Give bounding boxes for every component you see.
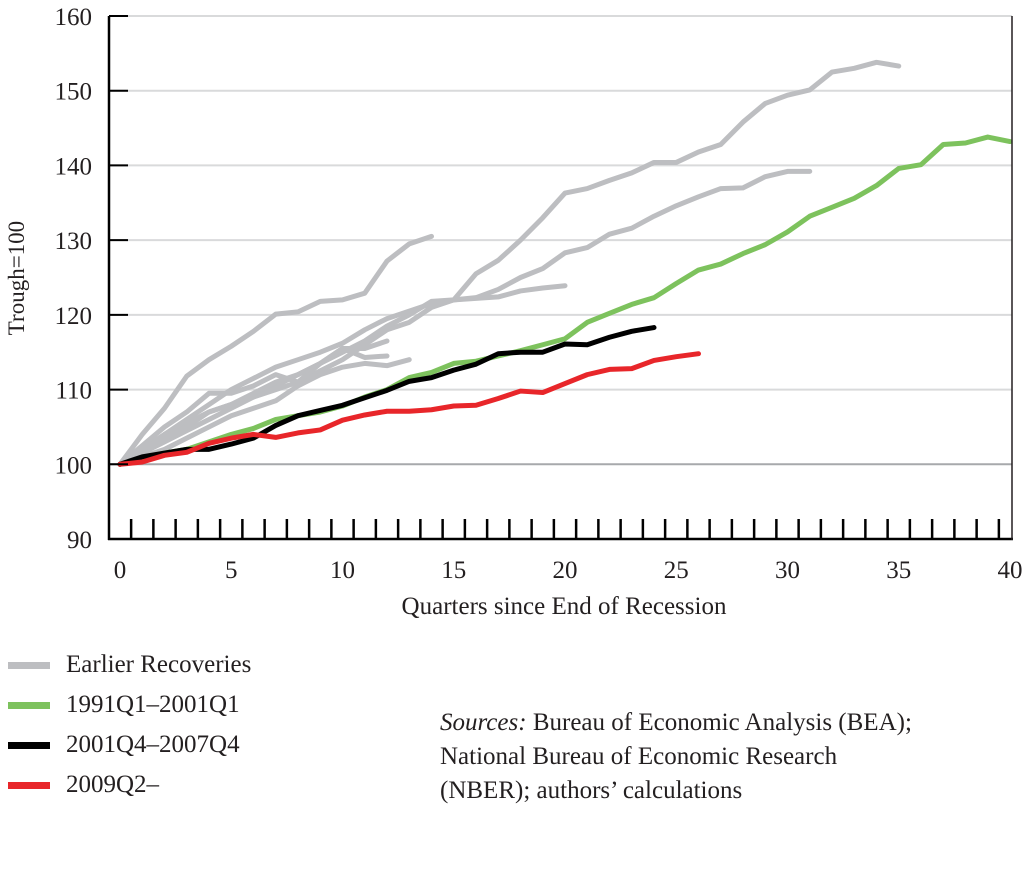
x-tick-label: 5 <box>225 557 238 584</box>
x-tick-label: 30 <box>775 557 800 584</box>
legend-label: 1991Q1–2001Q1 <box>66 691 240 718</box>
series-line-1991q1-2001q1-7 <box>117 134 1013 467</box>
y-tick-label: 100 <box>55 452 93 479</box>
y-tick-label: 130 <box>55 228 93 255</box>
series-line-2001q4-2007q4-8 <box>117 325 657 467</box>
legend-item-earlier: Earlier Recoveries <box>8 645 251 685</box>
x-axis-label: Quarters since End of Recession <box>402 593 727 620</box>
legend-swatch <box>8 781 50 789</box>
sources-line3: (NBER); authors’ calculations <box>440 777 743 804</box>
y-tick-label: 110 <box>55 378 92 405</box>
legend-label: Earlier Recoveries <box>66 651 252 678</box>
x-tick-label: 25 <box>664 557 689 584</box>
x-tick-label: 20 <box>553 557 578 584</box>
series-line-earlier-recoveries-6 <box>117 345 390 467</box>
legend: Earlier Recoveries 1991Q1–2001Q1 2001Q4–… <box>8 645 251 805</box>
y-axis-label: Trough=100 <box>4 221 29 335</box>
y-tick-label: 150 <box>55 79 93 106</box>
y-tick-label: 120 <box>55 303 93 330</box>
legend-item-2001: 2001Q4–2007Q4 <box>8 725 251 765</box>
x-tick-label: 15 <box>441 557 466 584</box>
y-tick-label: 90 <box>67 527 92 554</box>
sources-note: Sources: Bureau of Economic Analysis (BE… <box>440 706 912 808</box>
x-tick-label: 35 <box>886 557 911 584</box>
series-line-2009q2--9 <box>117 351 701 467</box>
y-tick-label: 160 <box>55 4 93 31</box>
legend-item-2009: 2009Q2– <box>8 765 251 805</box>
sources-line2: National Bureau of Economic Research <box>440 743 838 770</box>
legend-label: 2009Q2– <box>66 771 160 798</box>
legend-swatch <box>8 701 50 709</box>
series-line-earlier-recoveries-0 <box>117 233 434 467</box>
series-line-earlier-recoveries-5 <box>117 357 412 467</box>
legend-item-1991: 1991Q1–2001Q1 <box>8 685 251 725</box>
x-tick-label: 10 <box>330 557 355 584</box>
y-tick-label: 140 <box>55 153 93 180</box>
x-tick-label: 40 <box>998 557 1023 584</box>
x-tick-label: 0 <box>114 557 127 584</box>
legend-swatch <box>8 661 50 669</box>
sources-line1: Bureau of Economic Analysis (BEA); <box>526 709 912 736</box>
legend-swatch <box>8 741 50 749</box>
sources-prefix: Sources: <box>440 709 527 736</box>
series-line-earlier-recoveries-3 <box>117 283 568 467</box>
legend-label: 2001Q4–2007Q4 <box>66 731 240 758</box>
